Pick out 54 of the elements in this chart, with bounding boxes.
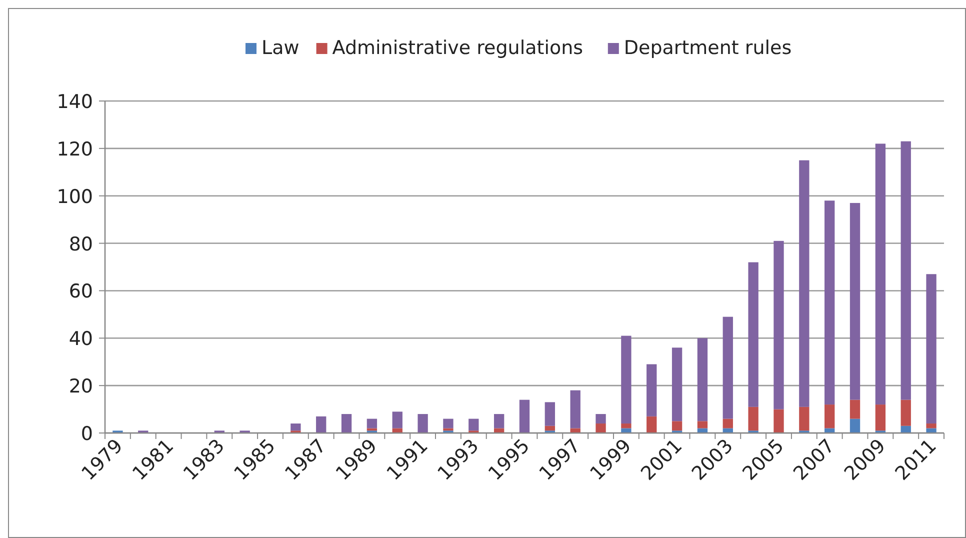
bar [697, 421, 708, 428]
bar [748, 262, 758, 407]
bar [621, 424, 632, 428]
bar [290, 424, 301, 431]
bar [519, 400, 530, 433]
y-tick-label: 100 [56, 186, 93, 208]
bar [366, 418, 378, 428]
y-tick-label: 40 [68, 328, 93, 350]
bar [926, 274, 936, 424]
bar [926, 424, 936, 428]
bar [646, 416, 657, 433]
bar [824, 200, 835, 405]
bar [774, 240, 784, 410]
bar [672, 421, 682, 431]
bar [850, 202, 860, 400]
bar [722, 316, 733, 419]
bar [824, 404, 835, 428]
bar [697, 338, 708, 422]
bar [494, 414, 504, 428]
bar [544, 402, 556, 426]
bar [468, 418, 479, 431]
y-tick-label: 120 [56, 138, 93, 160]
bar [672, 348, 682, 422]
bar [316, 416, 326, 433]
y-tick-label: 60 [68, 280, 93, 303]
bar [722, 418, 733, 428]
bar [900, 426, 911, 433]
bar [900, 141, 911, 400]
bar [544, 426, 556, 431]
bar [341, 414, 352, 433]
y-tick-label: 140 [56, 91, 93, 113]
legend-label: Department rules [624, 37, 792, 59]
bar [799, 406, 810, 431]
bar [900, 400, 911, 426]
bar [850, 418, 860, 433]
bar [748, 406, 758, 431]
bar [875, 404, 886, 431]
y-tick-label: 80 [68, 233, 93, 256]
y-tick-label: 0 [80, 423, 93, 445]
bar [774, 409, 784, 433]
bar [621, 336, 632, 424]
bar [875, 144, 886, 405]
y-tick-label: 20 [68, 376, 93, 398]
bar [418, 414, 428, 433]
bar [799, 160, 810, 407]
legend-label: Law [262, 37, 300, 59]
bar [570, 390, 580, 428]
bar [443, 418, 454, 428]
bar [596, 424, 606, 433]
bar [596, 414, 606, 424]
bar [646, 364, 657, 416]
bar [850, 400, 860, 419]
legend-label: Administrative regulations [332, 37, 584, 59]
bar [392, 412, 402, 428]
